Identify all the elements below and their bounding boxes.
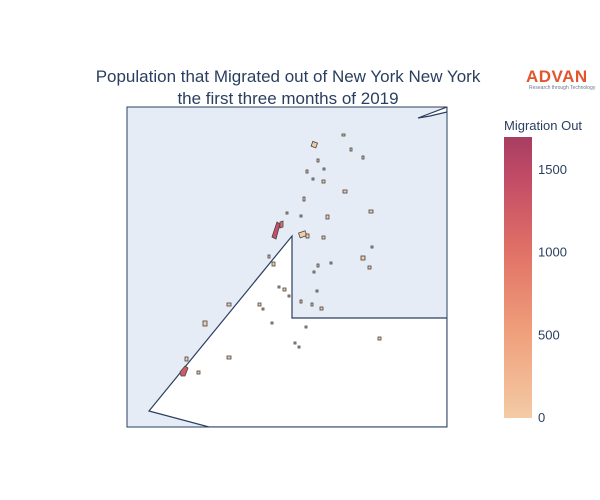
region [311, 177, 315, 181]
region [202, 320, 208, 327]
chart-title-line2: the first three months of 2019 [177, 89, 398, 108]
region [270, 321, 274, 325]
region [267, 254, 271, 259]
region [271, 261, 276, 267]
colorbar-ticks: 0 500 1000 1500 [538, 162, 567, 425]
advan-logo: ADVAN Research through Technology [526, 67, 596, 91]
region [226, 355, 232, 360]
region [310, 302, 314, 307]
region [277, 285, 281, 289]
region [305, 169, 309, 174]
region [297, 345, 301, 349]
region-high [179, 365, 189, 377]
region [287, 294, 291, 298]
region [196, 370, 201, 375]
land-sliver [417, 107, 447, 119]
region [184, 356, 189, 362]
colorbar-tick-label: 1000 [538, 245, 567, 260]
region [319, 306, 324, 311]
region [304, 325, 308, 329]
region [367, 265, 372, 270]
region [321, 235, 326, 240]
region [325, 214, 330, 220]
colorbar-title: Migration Out [504, 118, 582, 133]
region [305, 233, 310, 239]
colorbar-tick-label: 1500 [538, 162, 567, 177]
region [321, 179, 326, 184]
region [285, 211, 289, 215]
region [226, 302, 232, 307]
region [341, 133, 346, 137]
region [299, 299, 303, 304]
region [302, 196, 306, 202]
region [361, 155, 365, 160]
chart-title-line1: Population that Migrated out of New York… [96, 67, 481, 86]
region [316, 263, 320, 268]
region [257, 302, 262, 307]
region [360, 255, 366, 261]
region [329, 261, 333, 265]
region [299, 214, 303, 218]
region [312, 270, 316, 274]
colorbar-tick-label: 500 [538, 327, 560, 342]
region [315, 289, 319, 293]
region [282, 287, 287, 292]
svg-text:Research through Technology: Research through Technology [529, 85, 596, 91]
region [293, 341, 297, 345]
region [297, 230, 308, 239]
region [310, 140, 319, 149]
region [261, 307, 265, 311]
region [279, 220, 284, 229]
land-mass [147, 234, 447, 427]
colorbar: Migration Out 0 500 1000 1500 [504, 118, 582, 425]
colorbar-tick-label: 0 [538, 410, 545, 425]
migration-regions [179, 133, 382, 377]
colorbar-gradient [504, 137, 532, 418]
region [316, 158, 320, 163]
map-area [127, 107, 447, 427]
region [322, 167, 326, 171]
svg-text:ADVAN: ADVAN [526, 67, 588, 86]
region [368, 209, 374, 214]
region [370, 245, 374, 249]
region [342, 189, 348, 194]
map-frame [126, 106, 448, 428]
region [349, 147, 353, 152]
region [377, 336, 382, 341]
